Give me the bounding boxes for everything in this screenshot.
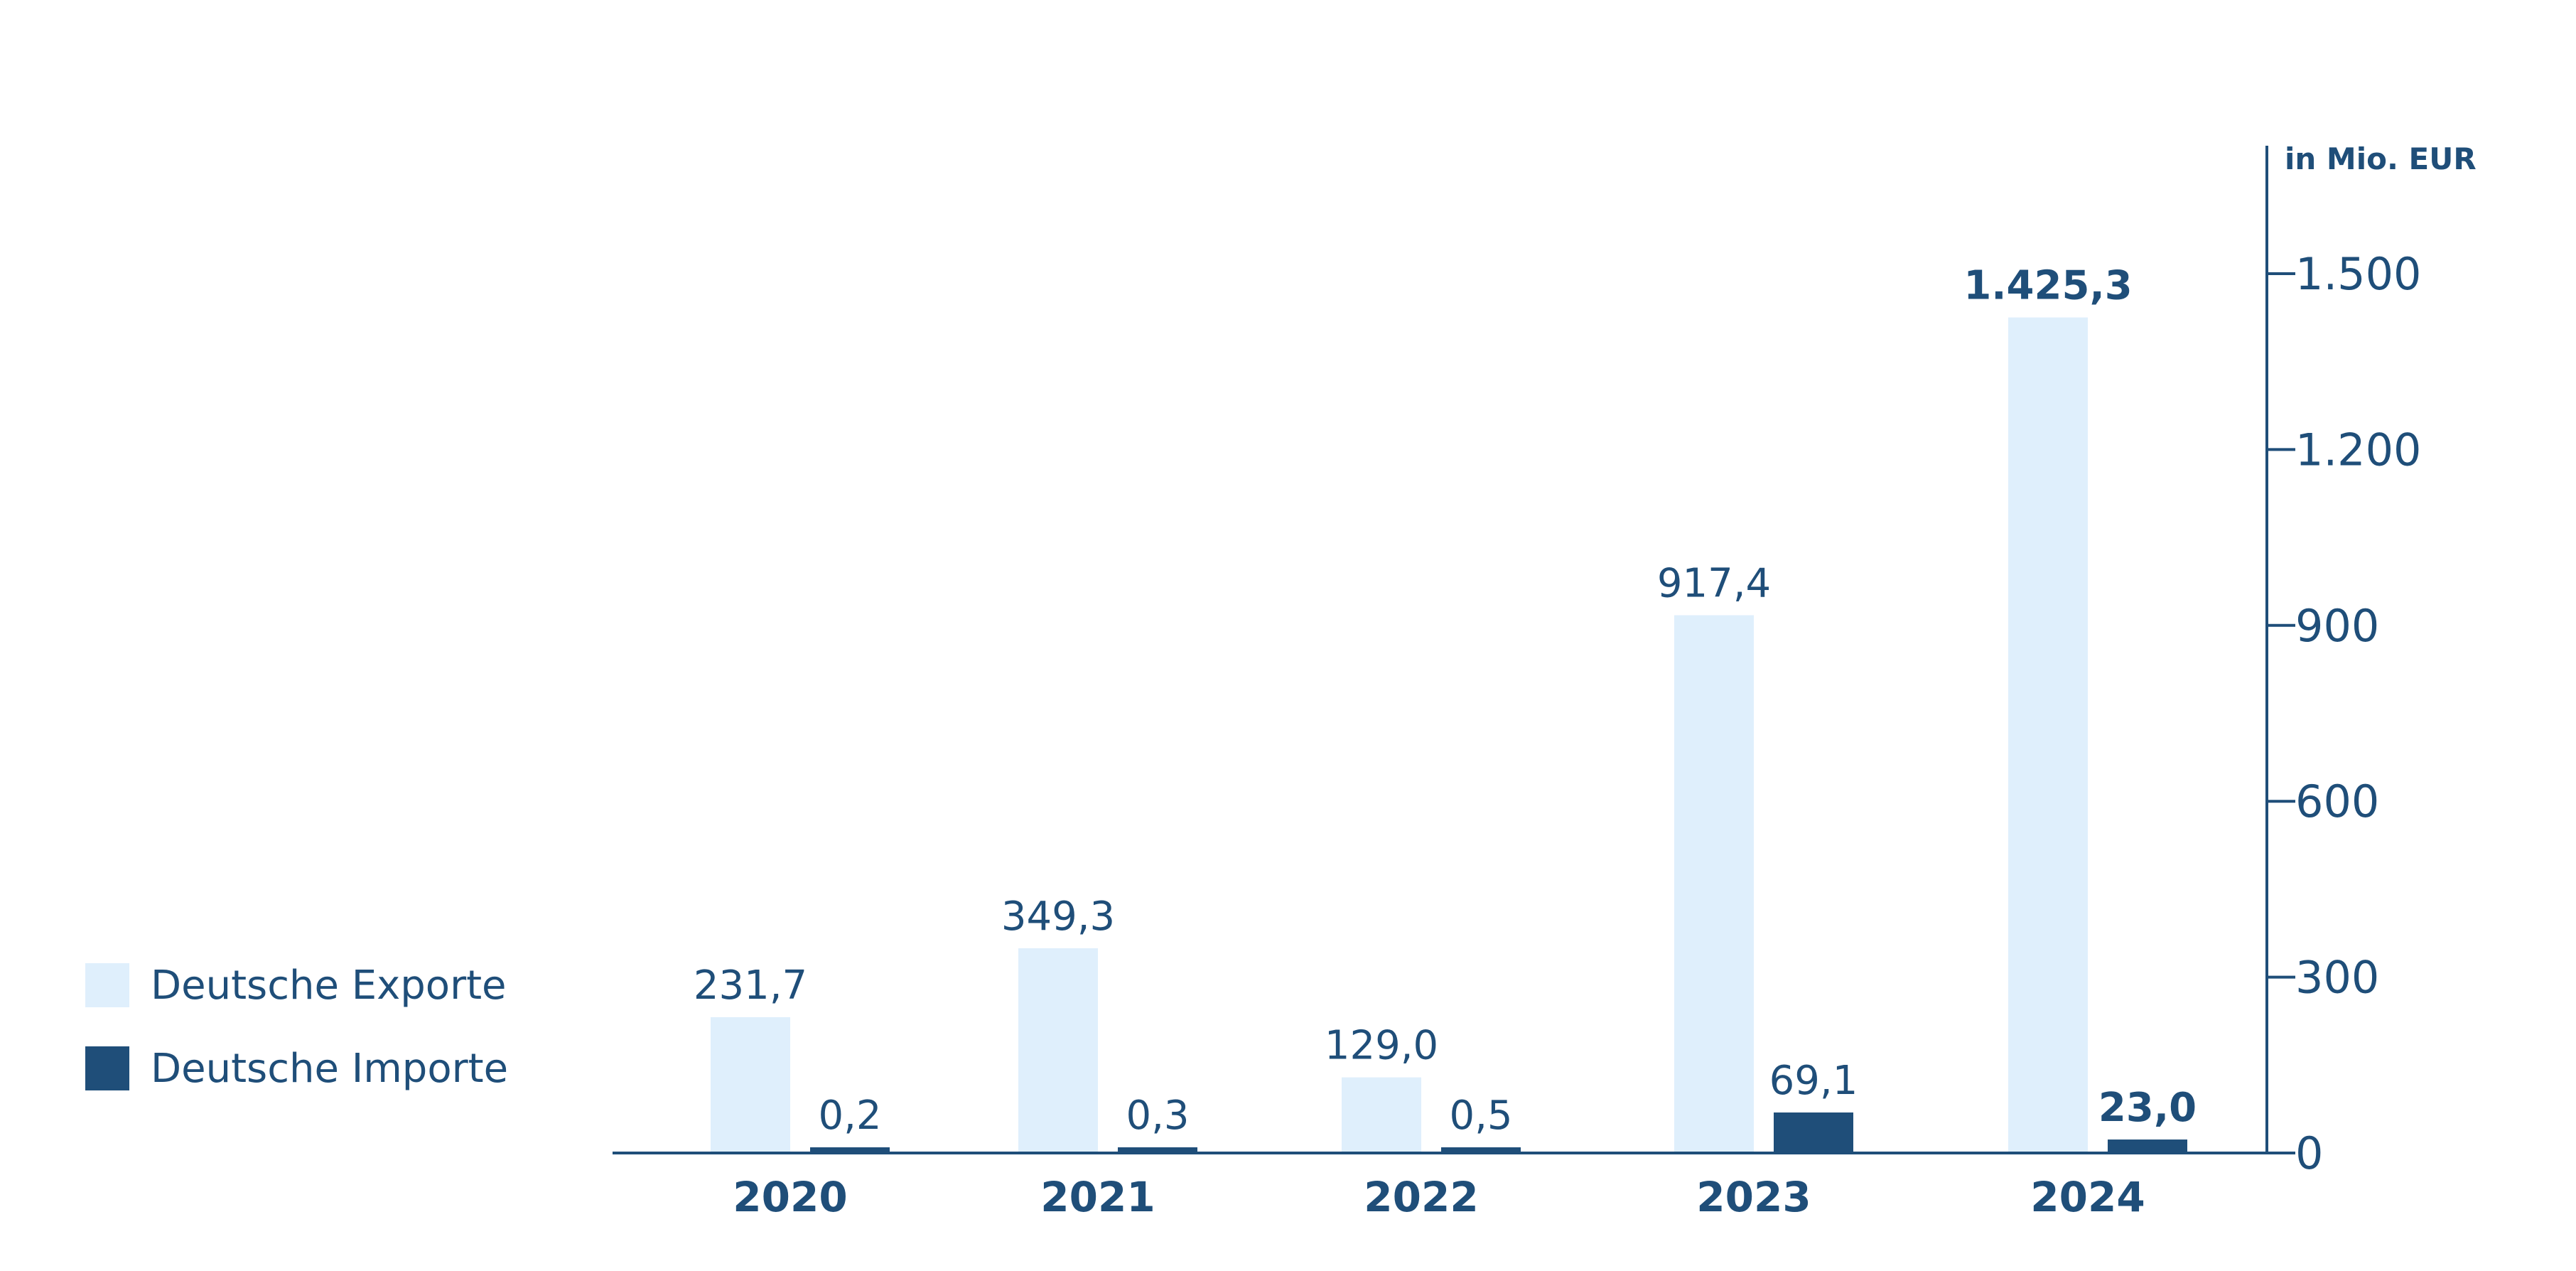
x-category-label-2021: 2021 (1040, 1173, 1155, 1221)
legend-swatch-exporte (85, 963, 129, 1007)
legend-label-exporte: Deutsche Exporte (151, 962, 507, 1009)
value-label-exporte-2024: 1.425,3 (1963, 263, 2132, 309)
bar-importe-2021 (1118, 1147, 1197, 1153)
bar-exporte-2020 (711, 1017, 790, 1153)
value-label-importe-2023: 69,1 (1769, 1058, 1858, 1104)
legend-label-importe: Deutsche Importe (151, 1046, 508, 1092)
value-label-exporte-2020: 231,7 (694, 962, 807, 1009)
y-tick-label-1.200: 1.200 (2295, 424, 2422, 476)
y-tick-label-900: 900 (2295, 600, 2379, 652)
bar-importe-2022 (1441, 1147, 1521, 1153)
bar-exporte-2024 (2008, 317, 2088, 1154)
value-label-exporte-2023: 917,4 (1657, 560, 1771, 606)
bar-exporte-2023 (1674, 615, 1754, 1153)
bar-importe-2020 (810, 1147, 890, 1153)
bar-importe-2023 (1774, 1112, 1853, 1153)
y-tick-label-1.500: 1.500 (2295, 248, 2422, 300)
bar-importe-2024 (2108, 1139, 2187, 1153)
legend-swatch-importe (85, 1046, 129, 1090)
bar-exporte-2021 (1018, 948, 1098, 1153)
x-category-label-2024: 2024 (2030, 1173, 2145, 1221)
legend: Deutsche Exporte Deutsche Importe (85, 962, 508, 1092)
x-category-label-2022: 2022 (1364, 1173, 1478, 1221)
value-label-exporte-2021: 349,3 (1001, 894, 1115, 940)
y-axis-unit-label: in Mio. EUR (2285, 141, 2477, 176)
bar-exporte-2022 (1342, 1077, 1421, 1153)
value-label-importe-2024: 23,0 (2098, 1085, 2197, 1131)
axes: 0 300 600 900 1.200 1.500 in Mio. EUR 2020 2021 2… (613, 141, 2477, 1221)
value-label-importe-2020: 0,2 (818, 1093, 881, 1139)
value-label-importe-2022: 0,5 (1449, 1093, 1512, 1139)
y-tick-label-600: 600 (2295, 776, 2379, 827)
y-tick-label-300: 300 (2295, 952, 2379, 1004)
value-label-importe-2021: 0,3 (1126, 1093, 1189, 1139)
bars (711, 317, 2187, 1154)
value-labels: 231,7 349,3 129,0 917,4 1.425,3 0,2 0,3 0,5 69,1… (694, 263, 2197, 1139)
y-tick-label-0: 0 (2295, 1127, 2323, 1179)
x-category-label-2023: 2023 (1696, 1173, 1811, 1221)
value-label-exporte-2022: 129,0 (1325, 1023, 1438, 1069)
x-category-label-2020: 2020 (733, 1173, 847, 1221)
